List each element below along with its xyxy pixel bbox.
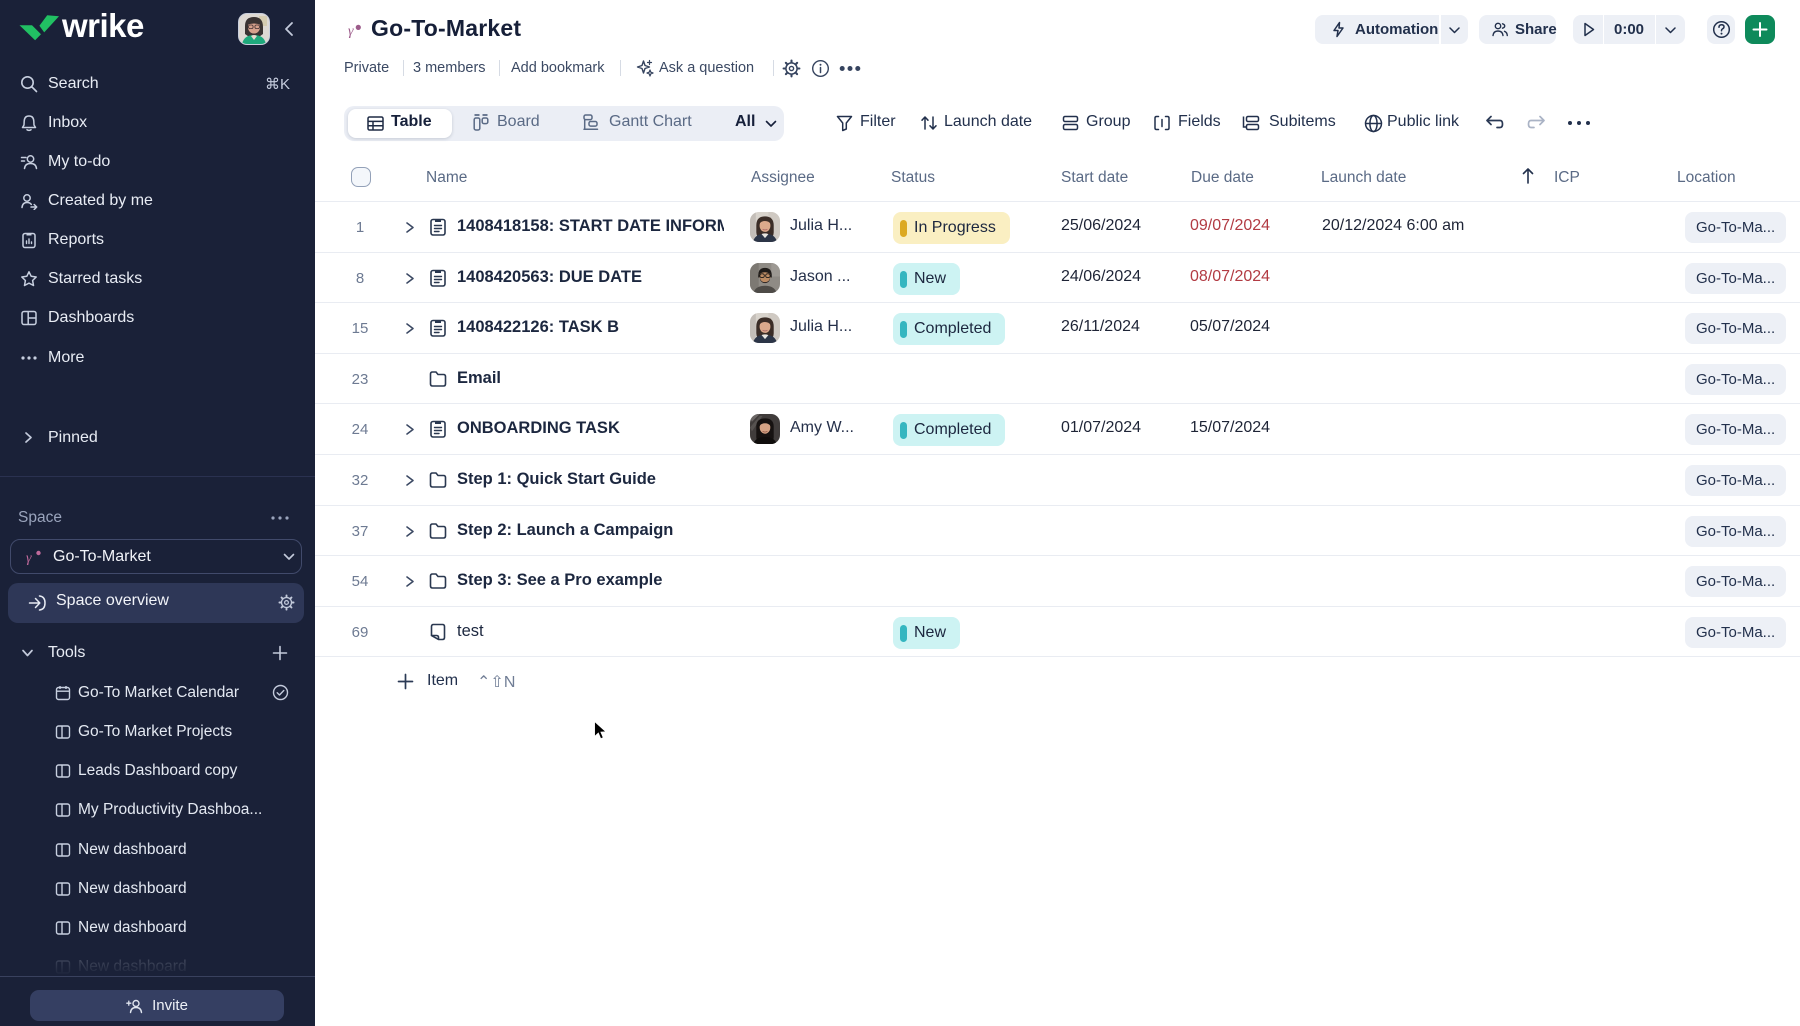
svg-text:γ: γ bbox=[348, 24, 354, 38]
svg-text:γ: γ bbox=[26, 551, 32, 566]
